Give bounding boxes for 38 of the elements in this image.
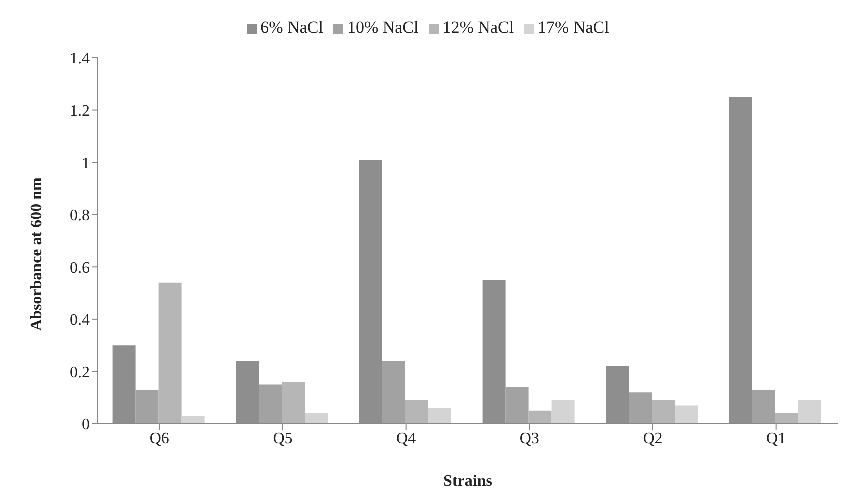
x-tick-label: Q1 (766, 430, 786, 448)
bar (305, 414, 328, 424)
bar (798, 400, 822, 424)
x-tick-label: Q2 (643, 430, 663, 448)
bar (528, 410, 552, 424)
bar (629, 392, 652, 424)
x-tick-label: Q3 (520, 430, 540, 448)
y-tick-label: 1.2 (70, 102, 90, 120)
bar (775, 414, 798, 424)
bar (282, 382, 306, 424)
bar (136, 390, 159, 424)
bar (552, 400, 575, 424)
y-tick-label: 0.6 (70, 260, 90, 277)
bar (428, 408, 452, 424)
x-tick-label: Q6 (150, 430, 170, 448)
y-tick-label: 0 (82, 416, 90, 434)
y-tick-label: 0.2 (70, 364, 90, 382)
x-tick-label: Q4 (396, 430, 416, 448)
bar (752, 390, 776, 424)
bar (675, 406, 698, 424)
legend-label: 12% NaCl (442, 18, 514, 37)
bar (382, 361, 406, 424)
x-tick-label: Q5 (273, 430, 293, 448)
y-tick-label: 1 (82, 155, 90, 172)
bar (182, 416, 205, 424)
legend-label: 10% NaCl (347, 18, 419, 37)
legend-label: 17% NaCl (538, 18, 610, 37)
bar (652, 400, 676, 424)
legend-label: 6% NaCl (260, 18, 324, 37)
bar (158, 282, 182, 424)
y-tick-label: 0.8 (70, 208, 90, 225)
x-axis-title: Strains (444, 473, 492, 490)
y-tick-label: 0.4 (70, 312, 90, 330)
bar (259, 384, 282, 424)
y-axis-title: Absorbance at 600 nm (28, 176, 46, 331)
y-tick-label: 1.4 (70, 50, 90, 68)
bar (506, 387, 529, 424)
bar (405, 400, 428, 424)
